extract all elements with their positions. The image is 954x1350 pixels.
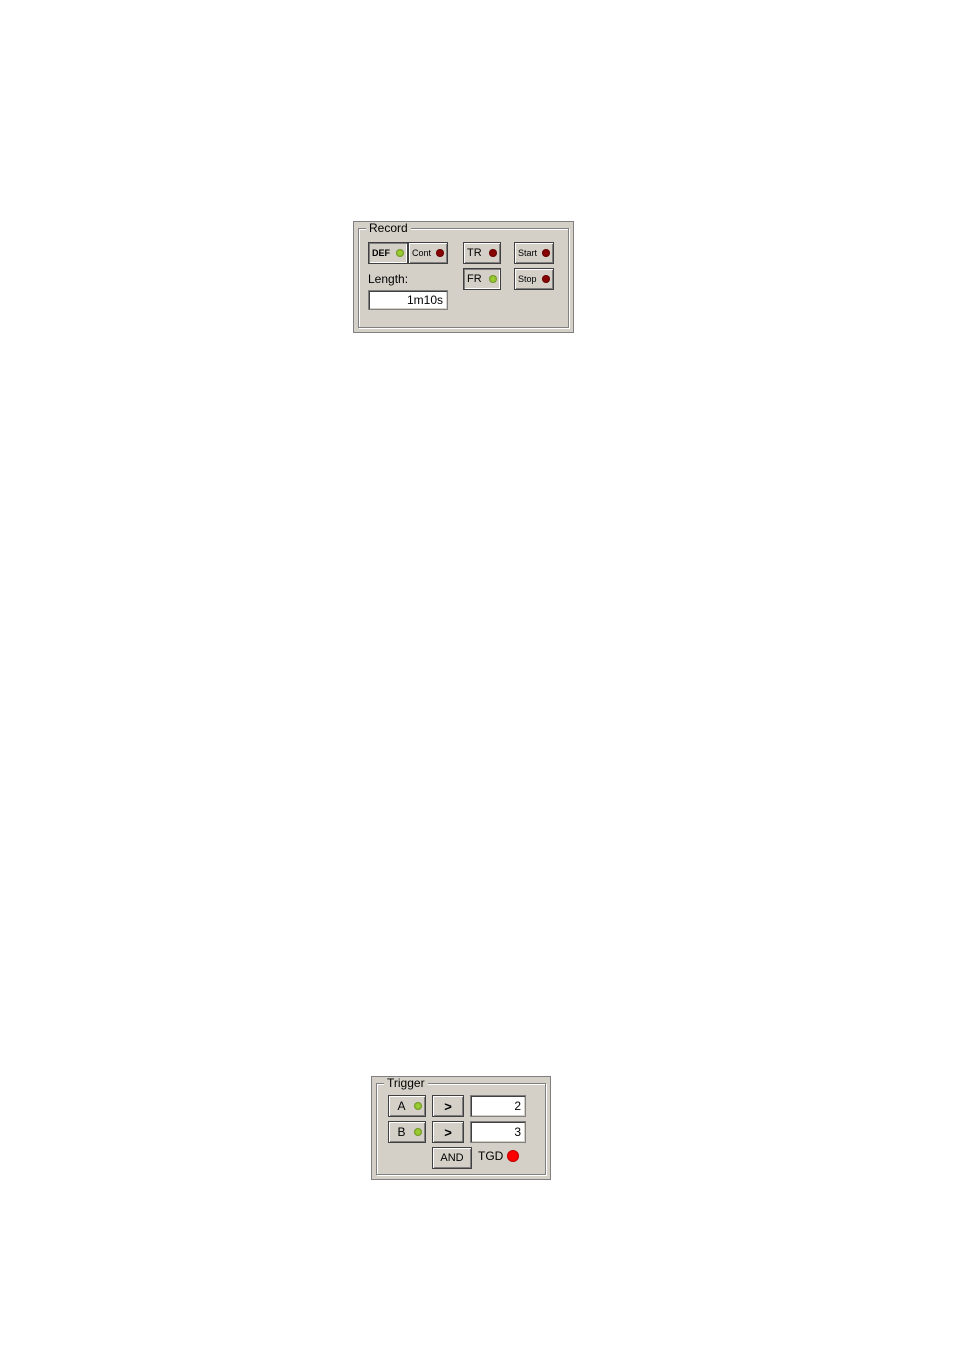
trigger-value-a-input[interactable]: 2 <box>470 1095 526 1117</box>
length-input[interactable]: 1m10s <box>368 290 448 310</box>
fr-led-icon <box>489 275 497 283</box>
cont-led-icon <box>436 249 444 257</box>
trigger-logic-button[interactable]: AND <box>432 1147 472 1169</box>
tr-button[interactable]: TR <box>463 242 501 264</box>
trigger-op-a-button[interactable]: > <box>432 1095 464 1117</box>
cont-button[interactable]: Cont <box>408 242 448 264</box>
trigger-value-b: 3 <box>514 1125 521 1139</box>
tgd-led-icon <box>507 1150 519 1162</box>
def-led-icon <box>396 249 404 257</box>
trigger-logic-label: AND <box>436 1152 468 1164</box>
record-groupbox-title: Record <box>366 222 411 235</box>
trigger-op-b-label: > <box>436 1125 460 1140</box>
fr-button-label: FR <box>467 273 486 285</box>
trigger-channel-a-label: A <box>392 1099 411 1113</box>
stop-button[interactable]: Stop <box>514 268 554 290</box>
trigger-value-b-input[interactable]: 3 <box>470 1121 526 1143</box>
def-button[interactable]: DEF <box>368 242 408 264</box>
trigger-groupbox-title: Trigger <box>384 1077 428 1090</box>
start-button-label: Start <box>518 248 539 258</box>
trigger-op-a-label: > <box>436 1099 460 1114</box>
trigger-channel-b-led-icon <box>414 1128 422 1136</box>
tgd-label: TGD <box>478 1149 503 1163</box>
cont-button-label: Cont <box>412 248 433 258</box>
trigger-panel: Trigger A > 2 B > 3 AND TGD <box>371 1076 551 1180</box>
tr-button-label: TR <box>467 247 486 259</box>
stop-led-icon <box>542 275 550 283</box>
trigger-channel-b-label: B <box>392 1125 411 1139</box>
fr-button[interactable]: FR <box>463 268 501 290</box>
trigger-channel-a-led-icon <box>414 1102 422 1110</box>
tr-led-icon <box>489 249 497 257</box>
trigger-channel-b-button[interactable]: B <box>388 1121 426 1143</box>
stop-button-label: Stop <box>518 274 539 284</box>
tgd-indicator: TGD <box>478 1149 519 1163</box>
start-led-icon <box>542 249 550 257</box>
length-label: Length: <box>368 272 408 286</box>
record-panel: Record DEF Cont TR FR Start Stop <box>353 221 574 333</box>
trigger-channel-a-button[interactable]: A <box>388 1095 426 1117</box>
trigger-value-a: 2 <box>514 1099 521 1113</box>
def-button-label: DEF <box>372 248 393 258</box>
length-input-value: 1m10s <box>407 293 443 307</box>
trigger-op-b-button[interactable]: > <box>432 1121 464 1143</box>
start-button[interactable]: Start <box>514 242 554 264</box>
